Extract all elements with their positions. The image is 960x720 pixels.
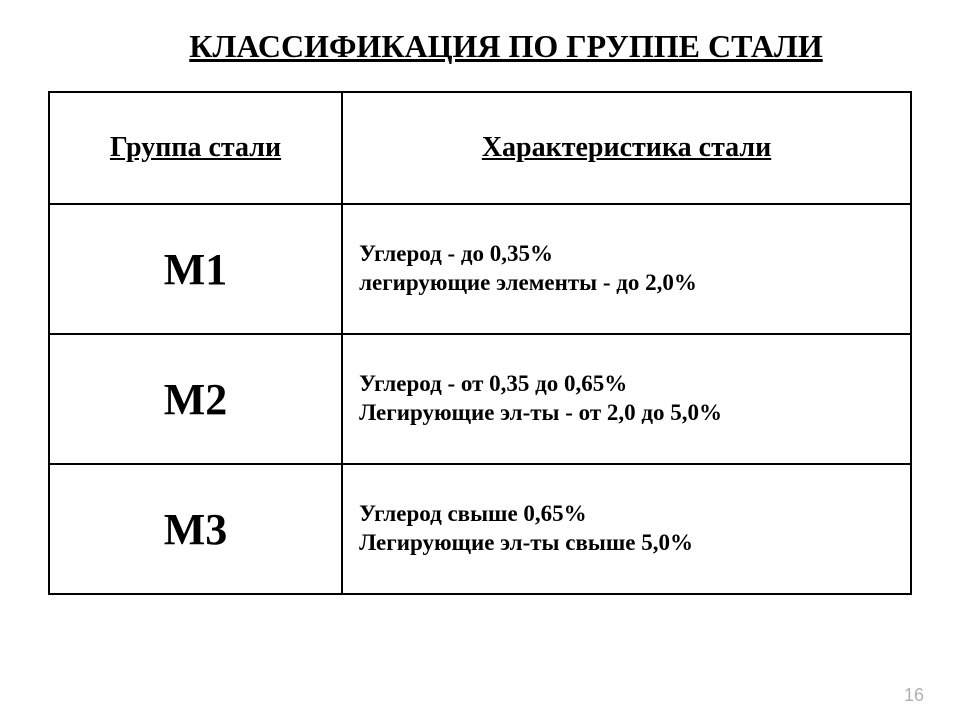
group-cell: М2 [49,334,342,464]
char-line: Углерод свыше 0,65% [359,501,587,526]
group-cell: М3 [49,464,342,594]
group-cell: М1 [49,204,342,334]
char-line: Углерод - от 0,35 до 0,65% [359,371,627,396]
characteristic-cell: Углерод - от 0,35 до 0,65% Легирующие эл… [342,334,911,464]
table-header-row: Группа стали Характеристика стали [49,92,911,204]
column-header-characteristic: Характеристика стали [342,92,911,204]
slide-container: КЛАССИФИКАЦИЯ ПО ГРУППЕ СТАЛИ Группа ста… [0,0,960,720]
char-line: Углерод - до 0,35% [359,241,553,266]
table-row: М1 Углерод - до 0,35% легирующие элемент… [49,204,911,334]
table-row: М3 Углерод свыше 0,65% Легирующие эл-ты … [49,464,911,594]
char-line: Легирующие эл-ты - от 2,0 до 5,0% [359,400,722,425]
steel-classification-table: Группа стали Характеристика стали М1 Угл… [48,91,912,595]
char-line: Легирующие эл-ты свыше 5,0% [359,530,693,555]
page-number: 16 [904,685,924,706]
characteristic-cell: Углерод - до 0,35% легирующие элементы -… [342,204,911,334]
characteristic-cell: Углерод свыше 0,65% Легирующие эл-ты свы… [342,464,911,594]
table-row: М2 Углерод - от 0,35 до 0,65% Легирующие… [49,334,911,464]
column-header-group: Группа стали [49,92,342,204]
page-title: КЛАССИФИКАЦИЯ ПО ГРУППЕ СТАЛИ [100,28,912,65]
char-line: легирующие элементы - до 2,0% [359,270,697,295]
